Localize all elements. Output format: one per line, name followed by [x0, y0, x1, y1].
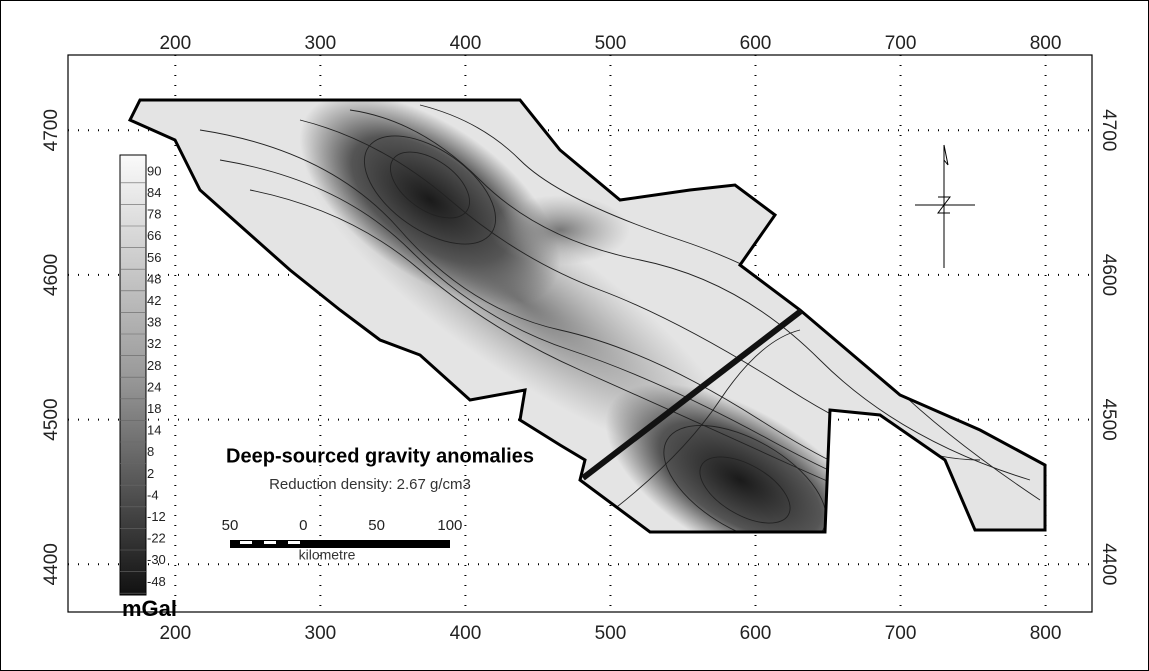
scale-label: 50	[222, 517, 239, 534]
colorbar-label: 42	[147, 293, 161, 308]
anomaly-map	[120, 53, 1060, 616]
y-tick-label: 4600	[41, 254, 62, 296]
colorbar-label: 56	[147, 250, 161, 265]
scale-unit: kilometre	[299, 547, 356, 563]
x-tick-label: 700	[885, 623, 917, 644]
colorbar-label: 28	[147, 358, 161, 373]
scale-labels: 50 0 50 100	[222, 517, 463, 534]
colorbar-label: -30	[147, 552, 166, 567]
x-tick-label: 400	[450, 623, 482, 644]
x-tick-label: 600	[740, 623, 772, 644]
colorbar-label: -4	[147, 487, 159, 502]
colorbar-label: 8	[147, 444, 154, 459]
scale-label: 100	[437, 517, 462, 534]
colorbar-label: 32	[147, 336, 161, 351]
colorbar-label: 90	[147, 163, 161, 178]
north-arrow	[915, 145, 975, 268]
x-tick-label: 800	[1030, 33, 1062, 54]
x-tick-label: 500	[595, 33, 627, 54]
y-tick-label: 4600	[1098, 254, 1119, 296]
colorbar-label: -22	[147, 531, 166, 546]
x-tick-label: 200	[159, 33, 191, 54]
colorbar	[120, 155, 146, 595]
colorbar-label: 66	[147, 228, 161, 243]
scale-label: 50	[368, 517, 385, 534]
x-tick-label: 300	[305, 623, 337, 644]
y-tick-label: 4500	[41, 398, 62, 440]
colorbar-label: 18	[147, 401, 161, 416]
y-tick-label: 4500	[1098, 398, 1119, 440]
map-subtitle: Reduction density: 2.67 g/cm3	[269, 476, 471, 493]
colorbar-label: 38	[147, 315, 161, 330]
y-tick-label: 4700	[41, 109, 62, 151]
x-tick-label: 800	[1030, 623, 1062, 644]
colorbar-label: 2	[147, 466, 154, 481]
x-tick-label: 700	[885, 33, 917, 54]
x-tick-label: 300	[305, 33, 337, 54]
x-tick-label: 500	[595, 623, 627, 644]
y-tick-label: 4400	[1098, 543, 1119, 585]
colorbar-label: 84	[147, 185, 161, 200]
x-tick-label: 600	[740, 33, 772, 54]
y-tick-label: 4400	[41, 543, 62, 585]
figure: 90 84 78 66 56 48 42 38 32 28 24 18 14 8 2 -4 -12 -22 -30 -…	[0, 0, 1149, 671]
scale-label: 0	[299, 517, 307, 534]
colorbar-unit: mGal	[122, 596, 177, 621]
y-tick-label: 4700	[1098, 109, 1119, 151]
x-tick-label: 200	[159, 623, 191, 644]
colorbar-label: 78	[147, 207, 161, 222]
colorbar-label: -12	[147, 509, 166, 524]
colorbar-label: -48	[147, 574, 166, 589]
colorbar-label: 14	[147, 423, 161, 438]
colorbar-label: 48	[147, 271, 161, 286]
x-tick-label: 400	[450, 33, 482, 54]
colorbar-label: 24	[147, 379, 161, 394]
map-title: Deep-sourced gravity anomalies	[226, 445, 534, 467]
